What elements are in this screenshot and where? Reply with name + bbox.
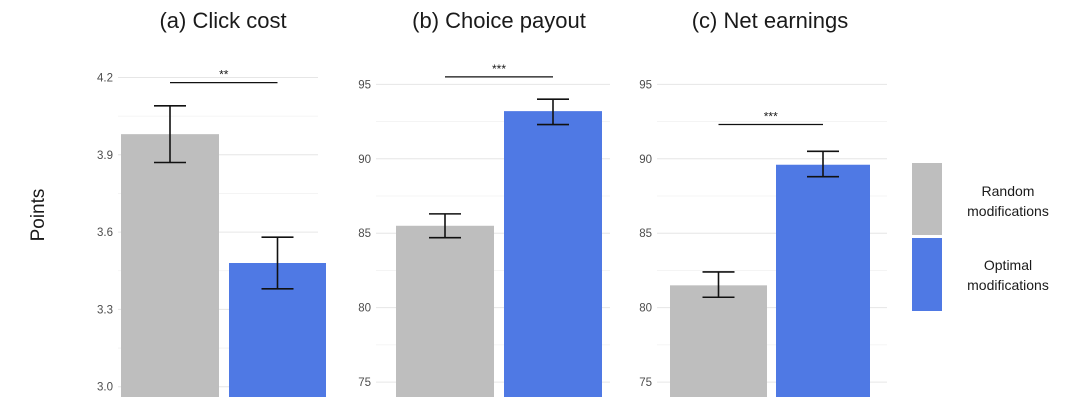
legend-label-optimal-line1: Optimal xyxy=(984,257,1032,273)
significance-label: ** xyxy=(219,68,229,82)
bar-optimal xyxy=(504,111,602,397)
legend-label-optimal-line2: modifications xyxy=(967,277,1049,293)
y-tick-label: 3.3 xyxy=(97,304,113,316)
y-tick-label: 95 xyxy=(639,79,652,91)
bar-random xyxy=(396,225,494,397)
panel-title: (a) Click cost xyxy=(159,8,286,33)
panel-2: (b) Choice payout 75 80 85 90 95 *** xyxy=(358,8,610,397)
bar-optimal xyxy=(776,164,870,397)
error-bar xyxy=(702,271,735,299)
significance-label: *** xyxy=(764,110,778,124)
error-bar xyxy=(537,98,569,126)
y-tick-label: 95 xyxy=(358,79,371,91)
panel-title: (b) Choice payout xyxy=(412,8,586,33)
legend-swatch-random xyxy=(912,163,942,235)
panel-title: (c) Net earnings xyxy=(692,8,849,33)
bar-random xyxy=(670,285,767,397)
error-bar xyxy=(154,105,186,164)
error-bar xyxy=(807,150,839,178)
error-bar xyxy=(261,236,294,290)
chart-panels: (a) Click cost 3.0 3.3 3.6 3.9 4.2 ** (b) Choic… xyxy=(97,8,887,397)
y-tick-label: 75 xyxy=(639,377,652,389)
y-tick-label: 4.2 xyxy=(97,72,113,84)
bar-random xyxy=(121,134,219,397)
error-bar xyxy=(429,213,461,239)
y-tick-label: 80 xyxy=(639,303,652,315)
panel-1: (a) Click cost 3.0 3.3 3.6 3.9 4.2 ** xyxy=(97,8,326,397)
y-tick-label: 80 xyxy=(358,303,371,315)
legend: Random modifications Optimal modificatio… xyxy=(912,163,1049,311)
y-tick-label: 3.0 xyxy=(97,382,113,394)
y-tick-label: 85 xyxy=(639,228,652,240)
y-tick-label: 85 xyxy=(358,228,371,240)
y-tick-label: 90 xyxy=(639,154,652,166)
y-axis-label: Points xyxy=(28,189,49,242)
y-tick-label: 75 xyxy=(358,377,371,389)
y-tick-label: 3.9 xyxy=(97,150,113,162)
legend-swatch-optimal xyxy=(912,238,942,311)
significance-label: *** xyxy=(492,62,506,76)
legend-label-random-line1: Random xyxy=(982,183,1035,199)
legend-label-random-line2: modifications xyxy=(967,203,1049,219)
panel-3: (c) Net earnings 75 80 85 90 95 *** xyxy=(639,8,887,397)
y-tick-label: 3.6 xyxy=(97,227,113,239)
y-tick-label: 90 xyxy=(358,154,371,166)
